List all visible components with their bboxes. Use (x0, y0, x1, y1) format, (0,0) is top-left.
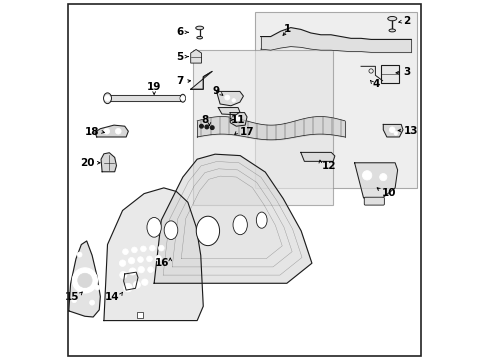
Circle shape (122, 249, 128, 255)
Circle shape (142, 279, 148, 285)
Circle shape (204, 125, 208, 129)
Circle shape (210, 126, 214, 130)
Circle shape (180, 96, 184, 100)
Polygon shape (104, 188, 203, 320)
Ellipse shape (147, 217, 161, 237)
Ellipse shape (196, 216, 219, 246)
Circle shape (78, 273, 92, 288)
Polygon shape (95, 125, 128, 137)
Polygon shape (192, 50, 333, 205)
Circle shape (140, 246, 146, 252)
Circle shape (379, 174, 386, 181)
Text: 9: 9 (213, 86, 220, 96)
Circle shape (393, 132, 397, 135)
Polygon shape (230, 113, 246, 126)
Text: 13: 13 (403, 126, 418, 135)
Circle shape (138, 266, 144, 273)
Circle shape (72, 268, 97, 293)
Polygon shape (154, 154, 311, 283)
Text: 14: 14 (105, 292, 120, 302)
Circle shape (149, 245, 155, 251)
Text: 19: 19 (146, 82, 161, 93)
Circle shape (104, 95, 110, 101)
Polygon shape (69, 241, 100, 317)
Circle shape (119, 260, 125, 266)
Text: 7: 7 (176, 76, 183, 86)
Circle shape (104, 129, 109, 134)
Text: 18: 18 (84, 127, 99, 136)
Circle shape (155, 255, 161, 261)
Ellipse shape (388, 29, 395, 32)
Polygon shape (255, 12, 416, 188)
Ellipse shape (164, 221, 178, 239)
Text: 1: 1 (284, 24, 290, 34)
Polygon shape (383, 125, 402, 137)
Text: 6: 6 (176, 27, 183, 37)
Text: 17: 17 (240, 127, 254, 136)
Circle shape (231, 99, 235, 102)
Ellipse shape (180, 94, 185, 102)
Text: 16: 16 (154, 258, 169, 268)
Text: 10: 10 (381, 188, 395, 198)
Ellipse shape (233, 215, 247, 235)
Polygon shape (190, 49, 201, 63)
FancyBboxPatch shape (364, 197, 384, 205)
Ellipse shape (387, 17, 396, 21)
Circle shape (120, 271, 126, 279)
Bar (380, 65, 398, 83)
Circle shape (89, 300, 94, 305)
Polygon shape (354, 163, 397, 199)
Polygon shape (218, 108, 239, 115)
Circle shape (199, 125, 203, 128)
Circle shape (77, 252, 82, 257)
Text: 15: 15 (64, 292, 79, 302)
Polygon shape (300, 152, 334, 161)
Text: 12: 12 (321, 161, 335, 171)
Circle shape (123, 283, 132, 292)
Polygon shape (216, 91, 243, 106)
Circle shape (224, 95, 229, 100)
Circle shape (128, 257, 135, 264)
Polygon shape (123, 272, 138, 290)
Circle shape (129, 268, 136, 275)
Polygon shape (101, 153, 116, 172)
Circle shape (158, 245, 164, 251)
Ellipse shape (196, 36, 202, 39)
Text: 11: 11 (230, 115, 245, 125)
Polygon shape (190, 71, 212, 89)
Circle shape (95, 285, 100, 290)
Text: 2: 2 (402, 17, 409, 27)
Circle shape (137, 257, 143, 262)
Circle shape (388, 127, 394, 133)
Text: 3: 3 (402, 67, 409, 77)
Circle shape (235, 116, 240, 121)
Circle shape (131, 247, 137, 253)
Circle shape (362, 171, 371, 180)
Circle shape (147, 267, 153, 273)
Ellipse shape (195, 26, 203, 30)
Circle shape (115, 129, 121, 134)
Bar (137, 312, 143, 318)
Circle shape (72, 298, 77, 303)
Ellipse shape (103, 93, 111, 104)
Circle shape (146, 256, 152, 262)
Text: 4: 4 (372, 79, 380, 89)
Ellipse shape (256, 212, 266, 228)
Text: 8: 8 (201, 115, 208, 125)
Text: 20: 20 (80, 158, 94, 168)
Circle shape (133, 281, 140, 288)
Text: 5: 5 (176, 51, 183, 62)
